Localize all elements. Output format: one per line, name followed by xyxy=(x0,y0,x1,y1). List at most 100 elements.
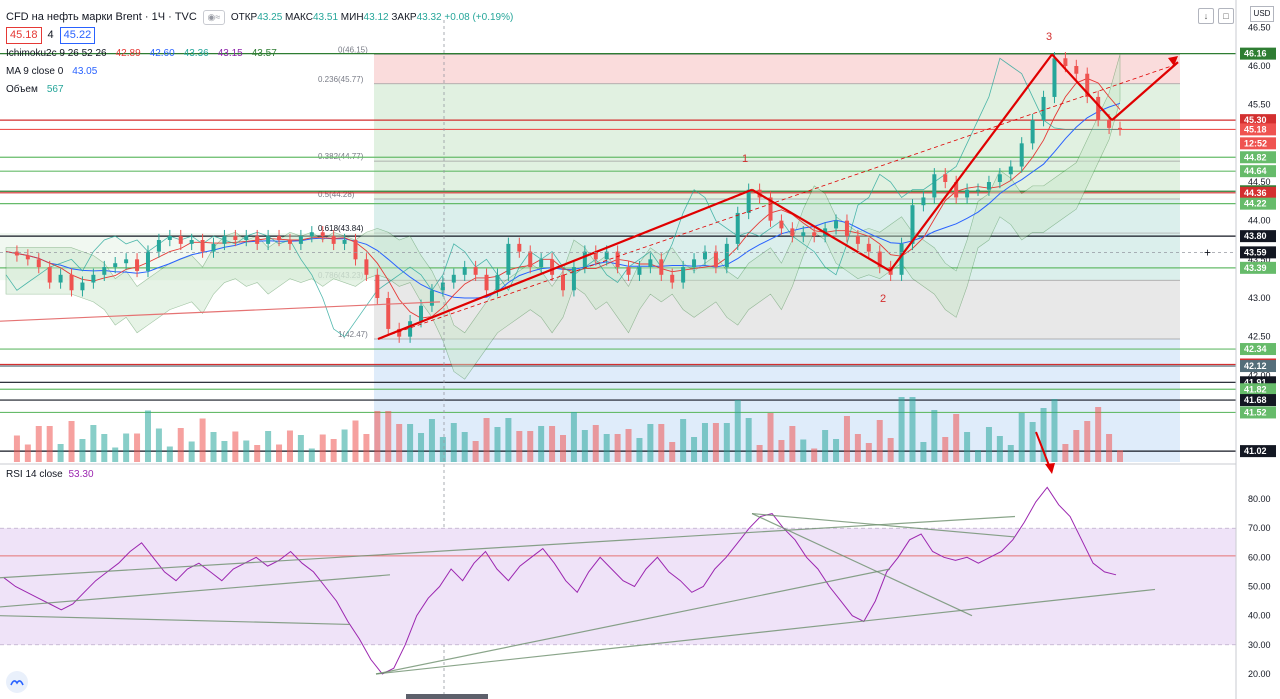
candle-body xyxy=(1008,166,1013,175)
volume-bar xyxy=(887,438,894,462)
volume-bar xyxy=(811,448,818,462)
price-label-bg xyxy=(1240,406,1276,419)
candle-body xyxy=(910,205,915,244)
candle-body xyxy=(582,251,587,268)
rsi-line xyxy=(3,486,1117,675)
candle-body xyxy=(921,197,926,206)
volume-bar xyxy=(1084,421,1091,462)
maximize-icon[interactable]: □ xyxy=(1218,8,1234,24)
volume-bar xyxy=(472,441,479,462)
volume-bar xyxy=(931,410,938,462)
candle-body xyxy=(626,267,631,275)
arrow-down-icon[interactable]: ↓ xyxy=(1198,8,1214,24)
candle-body xyxy=(397,328,402,337)
candle-body xyxy=(178,236,183,244)
wave-trendline xyxy=(751,188,891,272)
candle-body xyxy=(375,274,380,298)
volume-bar xyxy=(199,418,206,462)
rsi-trendline xyxy=(0,574,391,608)
fib-zone xyxy=(374,54,1180,84)
price-label-bg xyxy=(1240,47,1276,60)
volume-bar xyxy=(494,427,501,462)
sell-price-button[interactable]: 45.18 xyxy=(6,26,42,44)
candle-body xyxy=(342,240,347,244)
candle-body xyxy=(997,174,1002,182)
price-label-43.80: 43.80 xyxy=(1244,231,1267,241)
candle-body xyxy=(145,251,150,271)
volume-bar xyxy=(833,439,840,462)
rsi-tick: 70.00 xyxy=(1248,523,1271,533)
candle-body xyxy=(408,321,413,337)
pane-controls: ↓ □ xyxy=(1198,8,1234,24)
candle-body xyxy=(855,236,860,244)
volume-bar xyxy=(898,397,905,462)
volume-bar xyxy=(46,426,53,462)
symbol-title[interactable]: CFD на нефть марки Brent · 1Ч · TVC xyxy=(6,11,197,23)
volume-bar xyxy=(483,418,490,462)
ichimoku-legend[interactable]: Ichimoku2c 9 26 52 26 42.89 42.60 43.36 … xyxy=(6,47,277,59)
volume-bar xyxy=(876,420,883,462)
candle-body xyxy=(135,259,140,271)
currency-label[interactable]: USD xyxy=(1250,6,1274,22)
candle-body xyxy=(189,240,194,244)
ichimoku-cloud xyxy=(5,54,1121,380)
candle-body xyxy=(550,259,555,275)
rsi-trendline xyxy=(375,588,1156,675)
candle-body xyxy=(593,251,598,260)
fib-level-label: 0.382(44.77) xyxy=(318,152,364,161)
chart-legend: CFD на нефть марки Brent · 1Ч · TVC ◉≈ О… xyxy=(6,8,513,98)
volume-bar xyxy=(363,434,370,462)
candle-body xyxy=(1030,120,1035,144)
volume-bar xyxy=(581,430,588,462)
wave-label-1: 1 xyxy=(742,153,748,165)
rsi-tick: 50.00 xyxy=(1248,582,1271,592)
candle-body xyxy=(167,236,172,240)
volume-bar xyxy=(964,432,971,462)
volume-bar xyxy=(538,426,545,462)
tradingview-logo-icon[interactable] xyxy=(6,671,28,693)
fib-zone xyxy=(374,83,1180,162)
rsi-tick: 40.00 xyxy=(1248,611,1271,621)
candle-body xyxy=(539,259,544,268)
volume-bar xyxy=(210,432,217,462)
volume-bar xyxy=(297,435,304,462)
eye-icon[interactable]: ◉≈ xyxy=(202,9,225,25)
candle-body xyxy=(561,274,565,291)
candle-body xyxy=(473,267,478,275)
rsi-legend[interactable]: RSI 14 close 53.30 xyxy=(6,469,94,480)
candle-body xyxy=(1074,66,1079,74)
candle-body xyxy=(277,236,282,240)
volume-bar xyxy=(734,400,741,462)
candle-body xyxy=(724,243,729,268)
price-label-bg xyxy=(1240,186,1276,199)
candle-body xyxy=(364,259,369,275)
price-label-bg xyxy=(1240,151,1276,164)
price-label-41.68: 41.68 xyxy=(1244,395,1267,405)
rsi-trendline xyxy=(751,513,973,617)
price-label-bg xyxy=(1240,230,1276,243)
price-tick: 43.00 xyxy=(1248,293,1271,303)
buy-price-button[interactable]: 45.22 xyxy=(59,26,96,44)
volume-bar xyxy=(418,433,425,462)
candle-body xyxy=(648,259,653,268)
ma-legend[interactable]: MA 9 close 0 43.05 xyxy=(6,65,98,77)
candle-body xyxy=(69,274,74,291)
volume-bar xyxy=(134,433,141,462)
fib-level-label: 0(46.15) xyxy=(338,45,368,54)
volume-bar xyxy=(920,442,927,462)
volume-bar xyxy=(1051,399,1058,462)
rsi-trendline xyxy=(751,512,1016,538)
price-label-44.64: 44.64 xyxy=(1244,166,1267,176)
volume-bar xyxy=(647,424,654,462)
candle-body xyxy=(495,274,500,291)
candle-body xyxy=(768,197,773,221)
volume-legend[interactable]: Объем 567 xyxy=(6,83,64,95)
price-label-bg xyxy=(1240,114,1276,127)
volume-bar xyxy=(854,434,861,462)
candle-body xyxy=(1085,73,1090,97)
price-label-bg xyxy=(1240,123,1276,136)
candle-body xyxy=(692,259,697,268)
price-label-46.16: 46.16 xyxy=(1244,49,1267,59)
candle-body xyxy=(298,236,303,244)
